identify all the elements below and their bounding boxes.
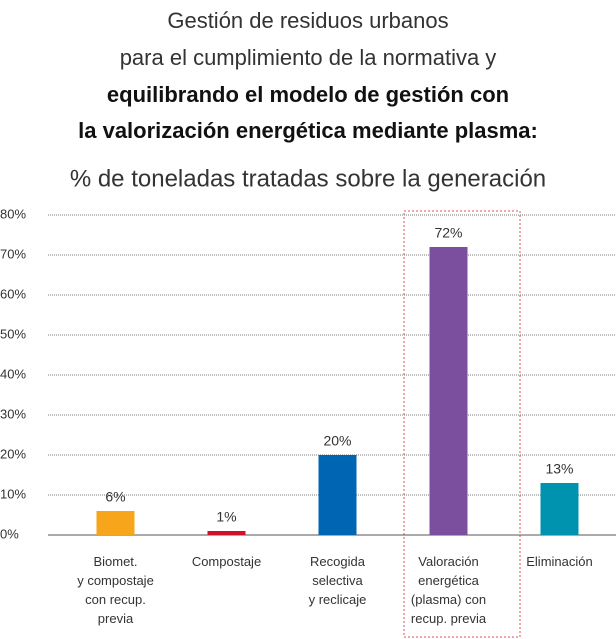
- x-tick-label: Biomet. y compostaje con recup. previa: [77, 554, 154, 626]
- x-tick-label-line: Recogida: [310, 554, 366, 569]
- x-tick-label-line: con recup.: [85, 592, 146, 607]
- x-tick-label-line: Biomet.: [93, 554, 137, 569]
- x-tick-label-line: recup. previa: [411, 611, 487, 626]
- x-tick-label-line: Eliminación: [526, 554, 592, 569]
- bar: [429, 247, 468, 535]
- x-tick-label-line: y compostaje: [77, 573, 154, 588]
- x-tick-label-line: energética: [418, 573, 479, 588]
- x-tick-label-line: selectiva: [312, 573, 363, 588]
- y-tick-label: 0%: [0, 526, 19, 541]
- data-label: 72%: [434, 225, 462, 241]
- data-label: 6%: [105, 489, 125, 505]
- x-tick-label: Recogida selectiva y reclicaje: [309, 554, 367, 607]
- x-tick-label-line: Valoración: [418, 554, 478, 569]
- x-tick-label-line: (plasma) con: [411, 592, 486, 607]
- y-tick-label: 50%: [0, 326, 26, 341]
- x-tick-label: Compostaje: [192, 554, 261, 569]
- data-label: 20%: [323, 433, 351, 449]
- y-tick-label: 60%: [0, 286, 26, 301]
- bar: [318, 455, 357, 535]
- x-tick-label-line: y reclicaje: [309, 592, 367, 607]
- bar: [96, 511, 135, 535]
- y-tick-label: 30%: [0, 406, 26, 421]
- y-tick-label: 10%: [0, 486, 26, 501]
- chart-title: la valorización energética mediante plas…: [78, 118, 538, 143]
- x-tick-label: Eliminación: [526, 554, 592, 569]
- x-tick-label-line: previa: [98, 611, 134, 626]
- x-tick-label-line: Compostaje: [192, 554, 261, 569]
- highlight-box: [403, 210, 521, 638]
- y-tick-label: 70%: [0, 246, 26, 261]
- y-tick-label: 40%: [0, 366, 26, 381]
- bar: [540, 483, 579, 535]
- bar: [207, 531, 246, 535]
- chart-title: para el cumplimiento de la normativa y: [120, 45, 497, 70]
- data-label: 13%: [545, 461, 573, 477]
- chart-subtitle: % de toneladas tratadas sobre la generac…: [70, 165, 546, 192]
- chart-title: Gestión de residuos urbanos: [167, 8, 448, 33]
- y-tick-label: 80%: [0, 206, 26, 221]
- y-tick-label: 20%: [0, 446, 26, 461]
- data-label: 1%: [216, 509, 236, 525]
- chart-title: equilibrando el modelo de gestión con: [107, 82, 509, 107]
- x-tick-label: Valoración energética (plasma) con recup. p…: [411, 554, 487, 626]
